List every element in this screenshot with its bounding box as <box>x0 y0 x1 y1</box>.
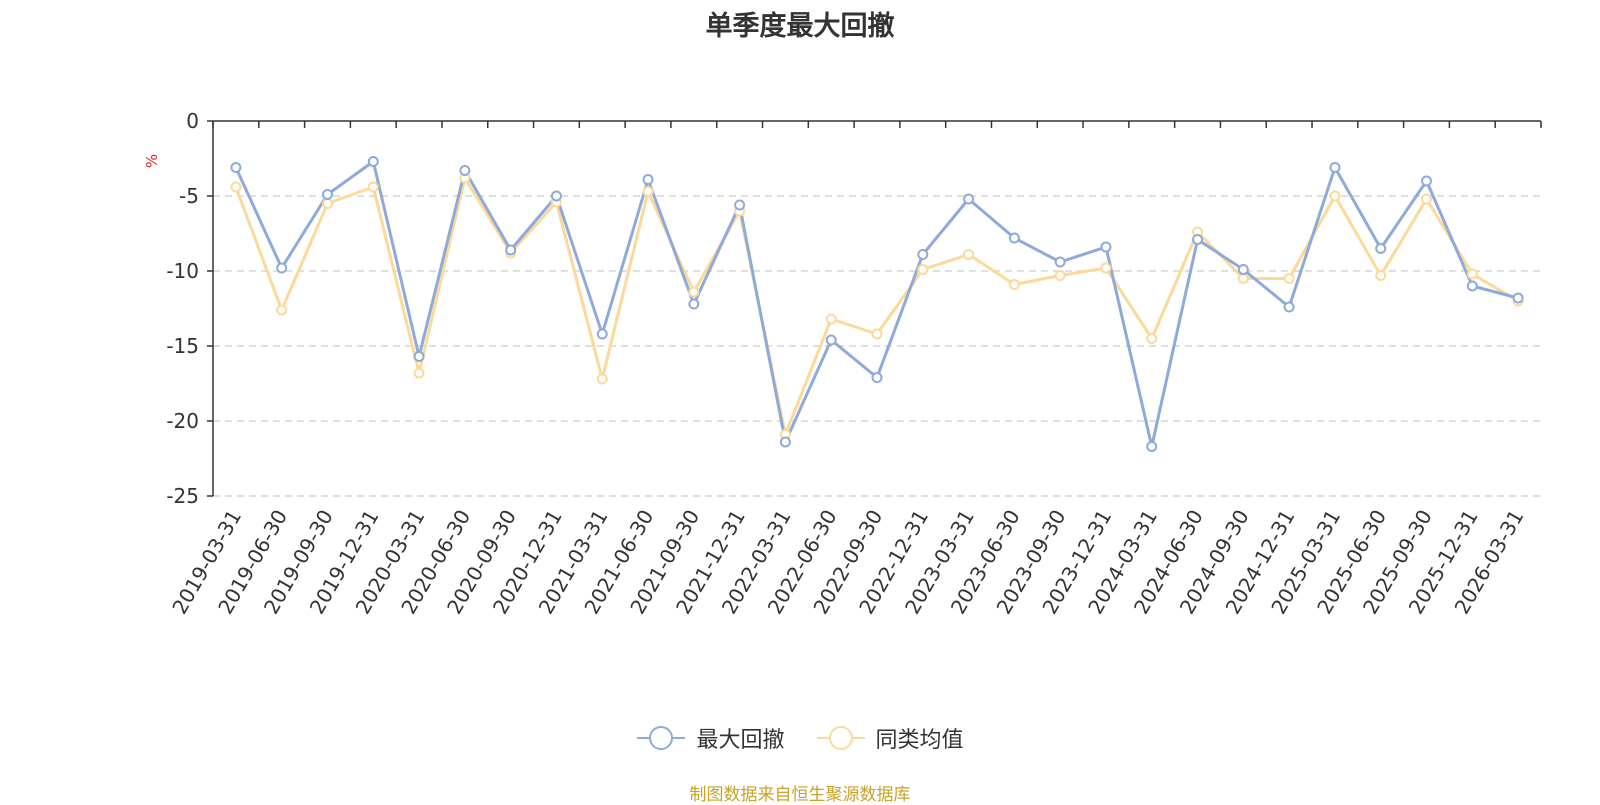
series-1-point-2 <box>321 198 333 209</box>
legend: 最大回撤 同类均值 <box>0 722 1600 758</box>
series-0-point-28 <box>1512 292 1524 304</box>
series-0-point-11 <box>734 199 746 211</box>
series-0-point-9 <box>642 174 654 185</box>
series-0-point-25 <box>1375 243 1387 254</box>
series-0-point-12 <box>779 436 791 448</box>
series-0-point-17 <box>1008 232 1020 244</box>
series-1-point-20 <box>1146 333 1158 344</box>
legend-marker-series-1 <box>816 726 865 750</box>
legend-label-series-0: 最大回撤 <box>696 728 785 753</box>
series-0-point-7 <box>550 190 562 202</box>
series-0-point-16 <box>963 193 975 205</box>
legend-item-series-0[interactable]: 最大回撤 <box>636 722 785 754</box>
series-0-point-10 <box>688 298 700 310</box>
series-0-point-8 <box>596 328 608 340</box>
y-tick-label-0: 0 <box>186 109 199 133</box>
series-0-point-3 <box>367 156 379 167</box>
y-tick-label-3: -15 <box>166 334 199 358</box>
series-0-point-22 <box>1237 264 1249 275</box>
series-0-point-5 <box>459 165 471 176</box>
y-tick-label-4: -20 <box>166 409 199 433</box>
series-0-point-1 <box>276 262 288 274</box>
series-0-point-14 <box>871 372 883 383</box>
series-0-point-27 <box>1466 280 1478 292</box>
series-0-point-21 <box>1192 234 1204 245</box>
series-0-point-20 <box>1146 441 1158 452</box>
series-1-point-15 <box>917 264 929 275</box>
series-0-point-2 <box>321 189 333 200</box>
legend-item-series-1[interactable]: 同类均值 <box>816 722 964 754</box>
series-1-point-9 <box>642 186 654 197</box>
line-chart: 0-5-10-15-20-25%2019-03-312019-06-302019… <box>143 109 1542 618</box>
series-1-point-0 <box>230 181 242 193</box>
series-line-1 <box>234 176 1519 436</box>
series-0-point-24 <box>1329 162 1341 173</box>
series-1-point-18 <box>1054 270 1066 281</box>
series-1-point-22 <box>1237 273 1249 284</box>
y-tick-label-2: -10 <box>166 259 199 283</box>
series-0-point-4 <box>413 351 425 362</box>
series-1-point-24 <box>1329 190 1341 202</box>
series-0-point-13 <box>825 334 837 346</box>
series-1-point-23 <box>1283 273 1295 284</box>
series-1-point-3 <box>367 181 379 193</box>
y-axis-unit: % <box>143 154 161 168</box>
series-line-0 <box>234 160 1519 448</box>
y-tick-label-1: -5 <box>179 184 199 208</box>
data-source-note: 制图数据来自恒生聚源数据库 <box>689 785 911 805</box>
series-0-point-0 <box>230 162 242 173</box>
series-1-point-27 <box>1466 268 1478 280</box>
series-1-point-17 <box>1008 279 1020 290</box>
series-1-point-16 <box>963 249 975 260</box>
series-1-point-13 <box>825 313 837 325</box>
series-0-point-6 <box>505 244 517 256</box>
series-1-point-26 <box>1421 193 1433 205</box>
series-1-point-1 <box>276 304 288 316</box>
chart-title: 单季度最大回撤 <box>705 11 895 42</box>
series-1-point-25 <box>1375 270 1387 281</box>
series-1-point-4 <box>413 367 425 379</box>
series-0-point-26 <box>1421 175 1433 187</box>
legend-marker-series-0 <box>637 726 686 750</box>
y-tick-label-5: -25 <box>166 484 199 508</box>
legend-label-series-1: 同类均值 <box>875 728 964 753</box>
series-1-point-8 <box>596 373 608 385</box>
series-1-point-10 <box>688 286 700 298</box>
series-1-point-14 <box>871 328 883 340</box>
series-0-point-18 <box>1054 256 1066 268</box>
series-0-point-23 <box>1283 301 1295 313</box>
series-0-point-15 <box>917 249 929 260</box>
series-0-point-19 <box>1100 241 1112 253</box>
series-1-point-19 <box>1100 262 1112 274</box>
